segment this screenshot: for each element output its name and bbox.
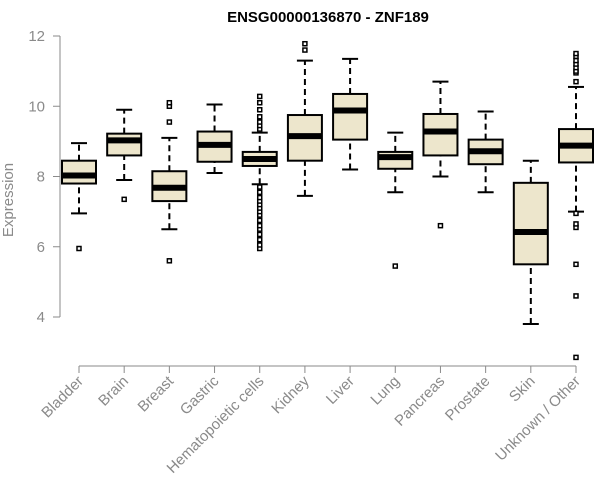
x-tick-label: Kidney	[268, 372, 313, 417]
chart-title: ENSG00000136870 - ZNF189	[227, 9, 429, 26]
outlier-point	[573, 57, 579, 64]
box-group	[512, 159, 549, 326]
box-iqr	[332, 92, 369, 141]
outlier-point	[256, 107, 263, 113]
box-iqr	[422, 112, 459, 157]
y-tick-label: 4	[37, 309, 45, 326]
box-group	[151, 99, 188, 264]
outlier-point	[573, 293, 579, 299]
x-tick-label: Breast	[135, 372, 178, 415]
x-tick-label: Liver	[323, 373, 358, 408]
x-tick-label: Bladder	[38, 373, 87, 422]
box-group	[467, 110, 504, 194]
outlier-point	[573, 50, 579, 57]
x-tick-label: Unknown / Other	[492, 373, 584, 465]
x-tick-label: Pancreas	[391, 373, 448, 430]
outlier-point	[256, 189, 263, 196]
x-tick-label: Prostate	[442, 373, 494, 425]
y-tick-label: 8	[37, 169, 45, 186]
x-tick-label: Brain	[95, 373, 132, 410]
outlier-point	[256, 217, 263, 224]
outlier-point	[256, 93, 263, 100]
box-group	[286, 40, 323, 197]
box-group	[422, 80, 459, 229]
box-iqr	[106, 132, 143, 157]
outlier-point	[256, 236, 263, 243]
y-axis-label: Expression	[0, 163, 17, 237]
outlier-point	[573, 210, 579, 217]
outlier-point	[166, 258, 173, 264]
outlier-point	[256, 99, 263, 106]
box-group	[61, 142, 97, 252]
outlier-point	[573, 261, 579, 268]
box-iqr	[61, 159, 97, 185]
outlier-point	[256, 222, 263, 229]
outlier-point	[256, 184, 263, 190]
outlier-point	[437, 222, 444, 229]
outlier-point	[392, 263, 399, 269]
outlier-point	[302, 40, 308, 47]
box-group	[241, 93, 278, 252]
outlier-point	[302, 47, 308, 53]
outlier-point	[256, 114, 263, 120]
outlier-point	[256, 194, 263, 201]
box-group	[196, 103, 233, 174]
boxes-layer	[61, 40, 594, 361]
outlier-point	[76, 245, 82, 252]
x-tick-label: Skin	[506, 373, 539, 406]
box-group	[106, 108, 143, 203]
y-tick-label: 12	[28, 28, 45, 45]
y-tick-label: 10	[28, 98, 45, 115]
y-axis: 4 6 8 10 12	[28, 28, 61, 326]
outlier-point	[573, 221, 579, 227]
outlier-point	[573, 354, 579, 361]
box-group	[332, 57, 369, 171]
outlier-point	[256, 231, 263, 238]
box-group	[558, 50, 594, 361]
y-tick-label: 6	[37, 239, 45, 256]
outlier-point	[573, 78, 579, 85]
box-group	[377, 131, 414, 269]
outlier-point	[166, 99, 173, 106]
outlier-point	[121, 196, 127, 203]
outlier-point	[166, 119, 173, 125]
x-tick-label: Lung	[367, 373, 403, 409]
outlier-point	[256, 242, 263, 248]
box-iqr	[512, 181, 549, 266]
outlier-point	[256, 119, 263, 125]
